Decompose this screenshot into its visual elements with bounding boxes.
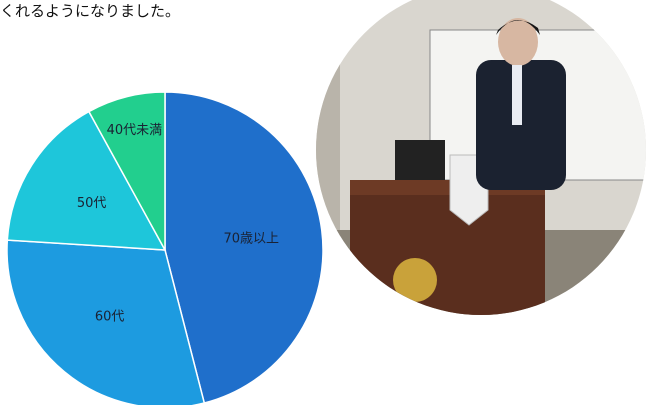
slice-label: 50代 [77, 196, 107, 211]
page: くれるようになりました。 70歳以上60代50代40代未満 [0, 0, 652, 405]
figure: 70歳以上 60代 50代 40代未満 [0, 0, 652, 405]
photo [310, 0, 652, 330]
slice-label: 70歳以上 [223, 232, 279, 247]
pie: 70歳以上 60代 50代 40代未満 [7, 92, 323, 405]
slice-label: 60代 [95, 309, 125, 324]
slice-label: 40代未満 [107, 123, 163, 138]
